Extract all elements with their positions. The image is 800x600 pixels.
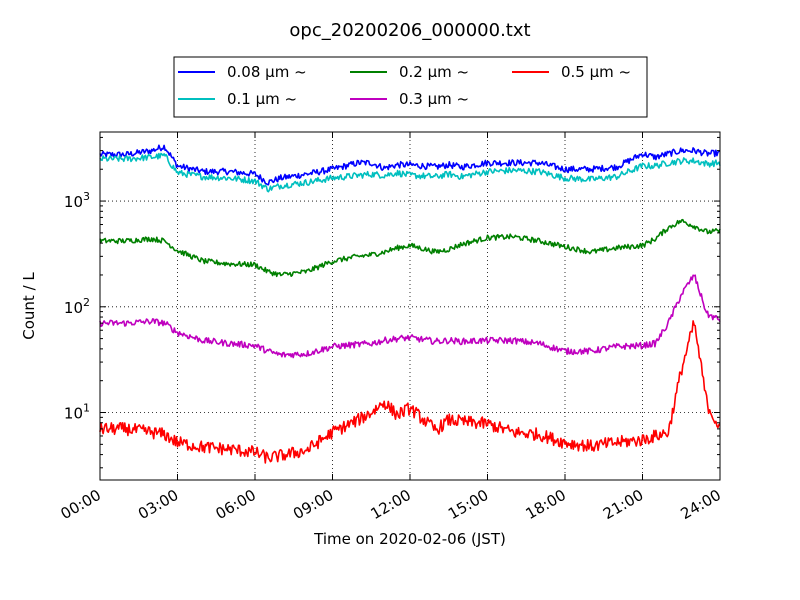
legend-label: 0.3 μm ~ <box>399 90 469 108</box>
legend-label: 0.2 μm ~ <box>399 63 469 81</box>
x-axis-label: Time on 2020-02-06 (JST) <box>313 530 506 548</box>
y-tick-label: 102 <box>64 296 90 317</box>
axis-ticks <box>99 132 721 480</box>
legend-label: 0.5 μm ~ <box>561 63 631 81</box>
series-line <box>99 152 721 193</box>
legend: 0.08 μm ~ 0.1 μm ~ 0.2 μm ~ 0.3 μm ~ 0.5 μm … <box>173 56 648 118</box>
series-line <box>99 320 721 464</box>
series-line <box>99 274 721 359</box>
series-layer <box>99 144 721 464</box>
y-tick-label: 103 <box>64 190 90 211</box>
y-axis-label: Count / L <box>20 272 38 340</box>
legend-box <box>173 56 648 118</box>
y-tick-labels: 101 102 103 <box>64 190 90 422</box>
legend-label: 0.1 μm ~ <box>227 90 297 108</box>
y-tick-label: 101 <box>64 402 90 423</box>
grid-lines <box>100 132 720 480</box>
series-line <box>99 218 721 278</box>
series-line <box>99 144 721 186</box>
legend-label: 0.08 μm ~ <box>227 63 307 81</box>
chart-title: opc_20200206_000000.txt <box>289 20 530 41</box>
